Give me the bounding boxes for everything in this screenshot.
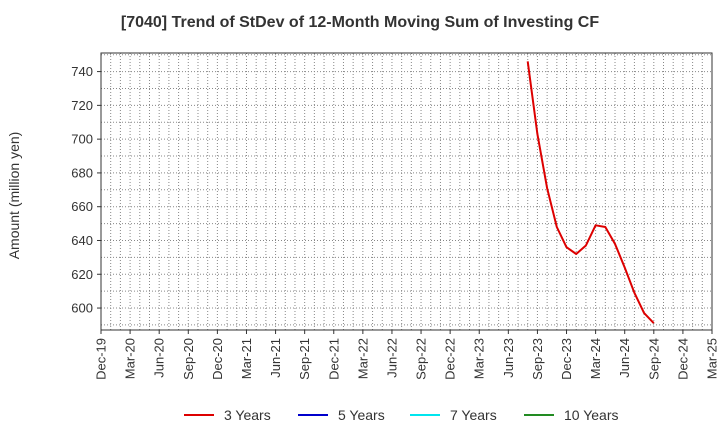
y-tick-label: 700 xyxy=(71,132,93,147)
y-tick-label: 620 xyxy=(71,267,93,282)
x-tick-label: Mar-22 xyxy=(355,338,370,379)
y-tick-label: 600 xyxy=(71,301,93,316)
legend-label-5-years: 5 Years xyxy=(338,407,385,423)
x-tick-label: Jun-23 xyxy=(501,338,516,378)
y-axis-label: Amount (million yen) xyxy=(6,132,22,260)
x-tick-label: Sep-22 xyxy=(414,338,429,380)
x-tick-label: Mar-24 xyxy=(588,338,603,379)
x-tick-label: Sep-23 xyxy=(530,338,545,380)
x-tick-label: Dec-21 xyxy=(326,338,341,380)
x-tick-label: Mar-20 xyxy=(123,338,138,379)
x-tick-label: Sep-21 xyxy=(297,338,312,380)
x-tick-label: Dec-23 xyxy=(559,338,574,380)
x-tick-label: Jun-20 xyxy=(152,338,167,378)
x-tick-label: Jun-21 xyxy=(268,338,283,378)
y-tick-label: 720 xyxy=(71,98,93,113)
x-tick-label: Dec-24 xyxy=(675,338,690,380)
y-tick-label: 660 xyxy=(71,199,93,214)
y-tick-label: 640 xyxy=(71,233,93,248)
x-tick-label: Mar-21 xyxy=(239,338,254,379)
x-tick-label: Sep-24 xyxy=(646,338,661,380)
series-line-3-years xyxy=(526,61,655,324)
x-tick-label: Jun-24 xyxy=(617,338,632,378)
x-tick-label: Dec-20 xyxy=(210,338,225,380)
x-tick-label: Jun-22 xyxy=(384,338,399,378)
x-tick-label: Sep-20 xyxy=(181,338,196,380)
y-tick-label: 680 xyxy=(71,165,93,180)
x-tick-label: Dec-22 xyxy=(443,338,458,380)
y-tick-label: 740 xyxy=(71,64,93,79)
legend-label-3-years: 3 Years xyxy=(224,407,271,423)
x-tick-label: Dec-19 xyxy=(94,338,109,380)
plot-frame xyxy=(100,52,713,331)
plot-area xyxy=(101,53,712,330)
legend-label-7-years: 7 Years xyxy=(450,407,497,423)
x-tick-label: Mar-25 xyxy=(705,338,720,379)
chart-title: [7040] Trend of StDev of 12-Month Moving… xyxy=(120,14,600,31)
x-tick-label: Mar-23 xyxy=(472,338,487,379)
legend-label-10-years: 10 Years xyxy=(564,407,619,423)
